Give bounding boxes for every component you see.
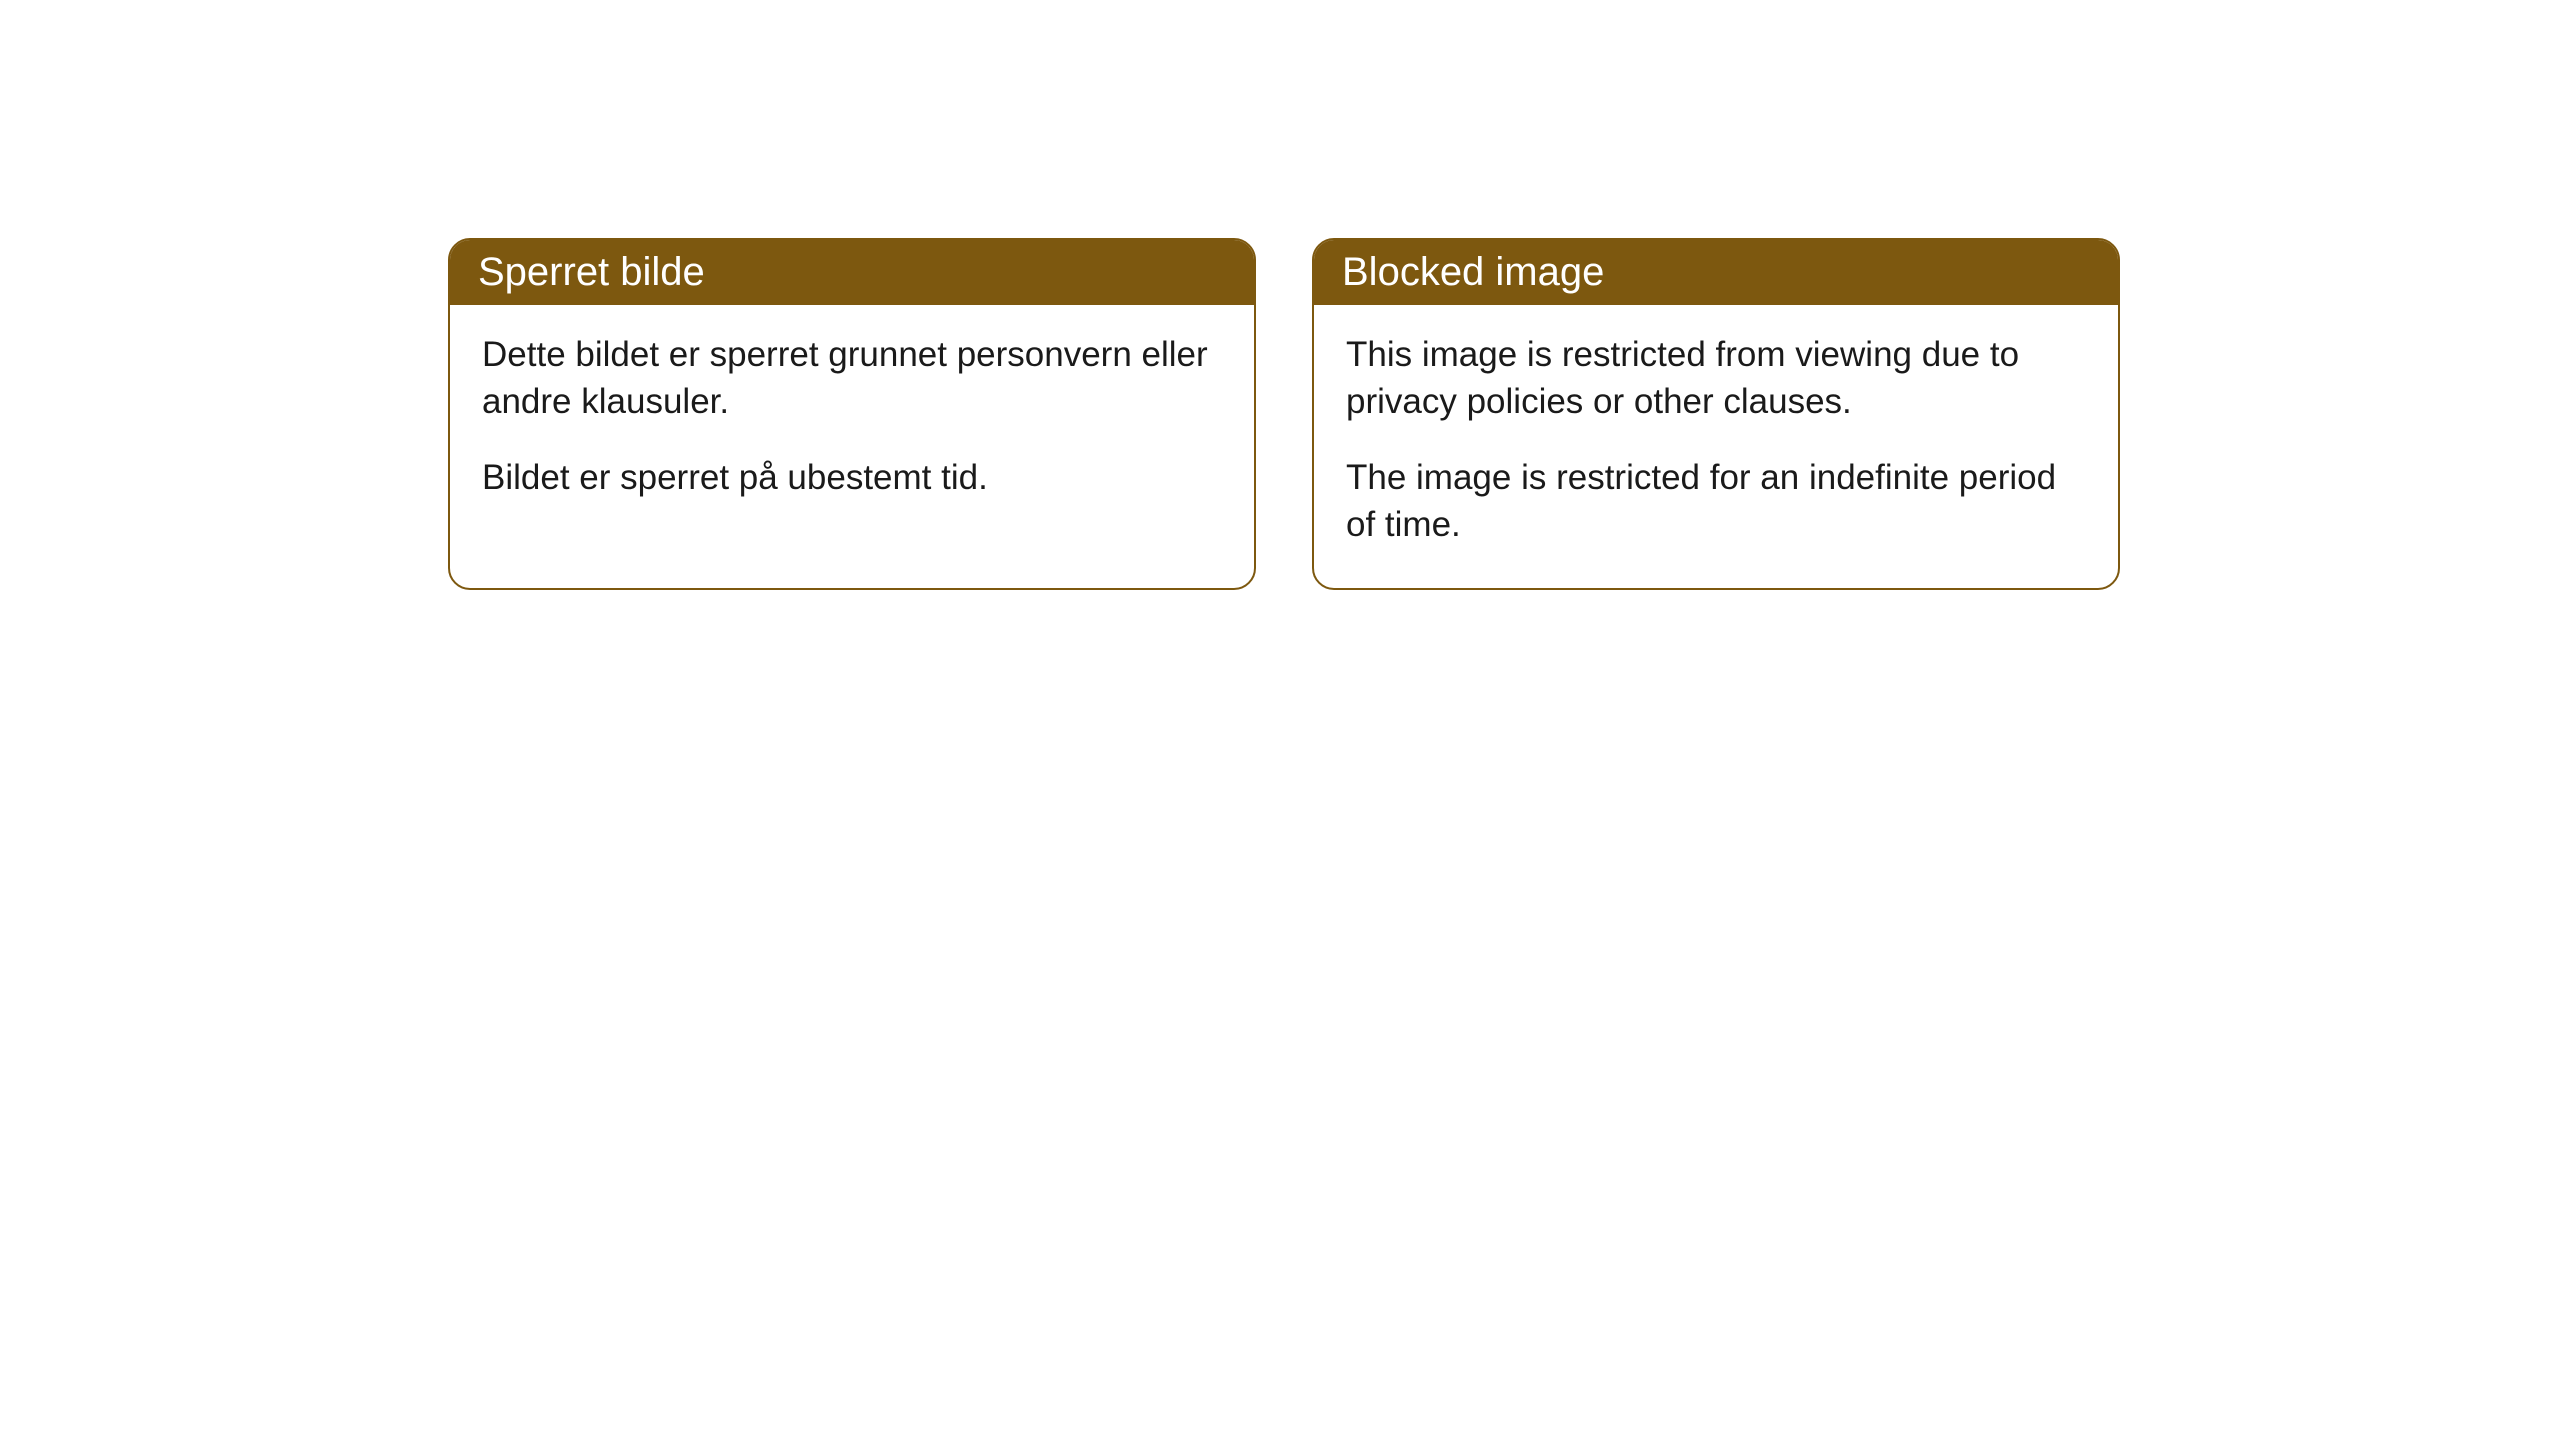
notice-cards-container: Sperret bilde Dette bildet er sperret gr… [448, 238, 2120, 590]
card-title: Sperret bilde [478, 250, 705, 294]
card-body-english: This image is restricted from viewing du… [1314, 305, 2118, 588]
card-paragraph: This image is restricted from viewing du… [1346, 331, 2086, 426]
card-body-norwegian: Dette bildet er sperret grunnet personve… [450, 305, 1254, 541]
notice-card-norwegian: Sperret bilde Dette bildet er sperret gr… [448, 238, 1256, 590]
notice-card-english: Blocked image This image is restricted f… [1312, 238, 2120, 590]
card-title: Blocked image [1342, 250, 1604, 294]
card-paragraph: Dette bildet er sperret grunnet personve… [482, 331, 1222, 426]
card-header-english: Blocked image [1314, 240, 2118, 305]
card-paragraph: Bildet er sperret på ubestemt tid. [482, 454, 1222, 501]
card-paragraph: The image is restricted for an indefinit… [1346, 454, 2086, 549]
card-header-norwegian: Sperret bilde [450, 240, 1254, 305]
